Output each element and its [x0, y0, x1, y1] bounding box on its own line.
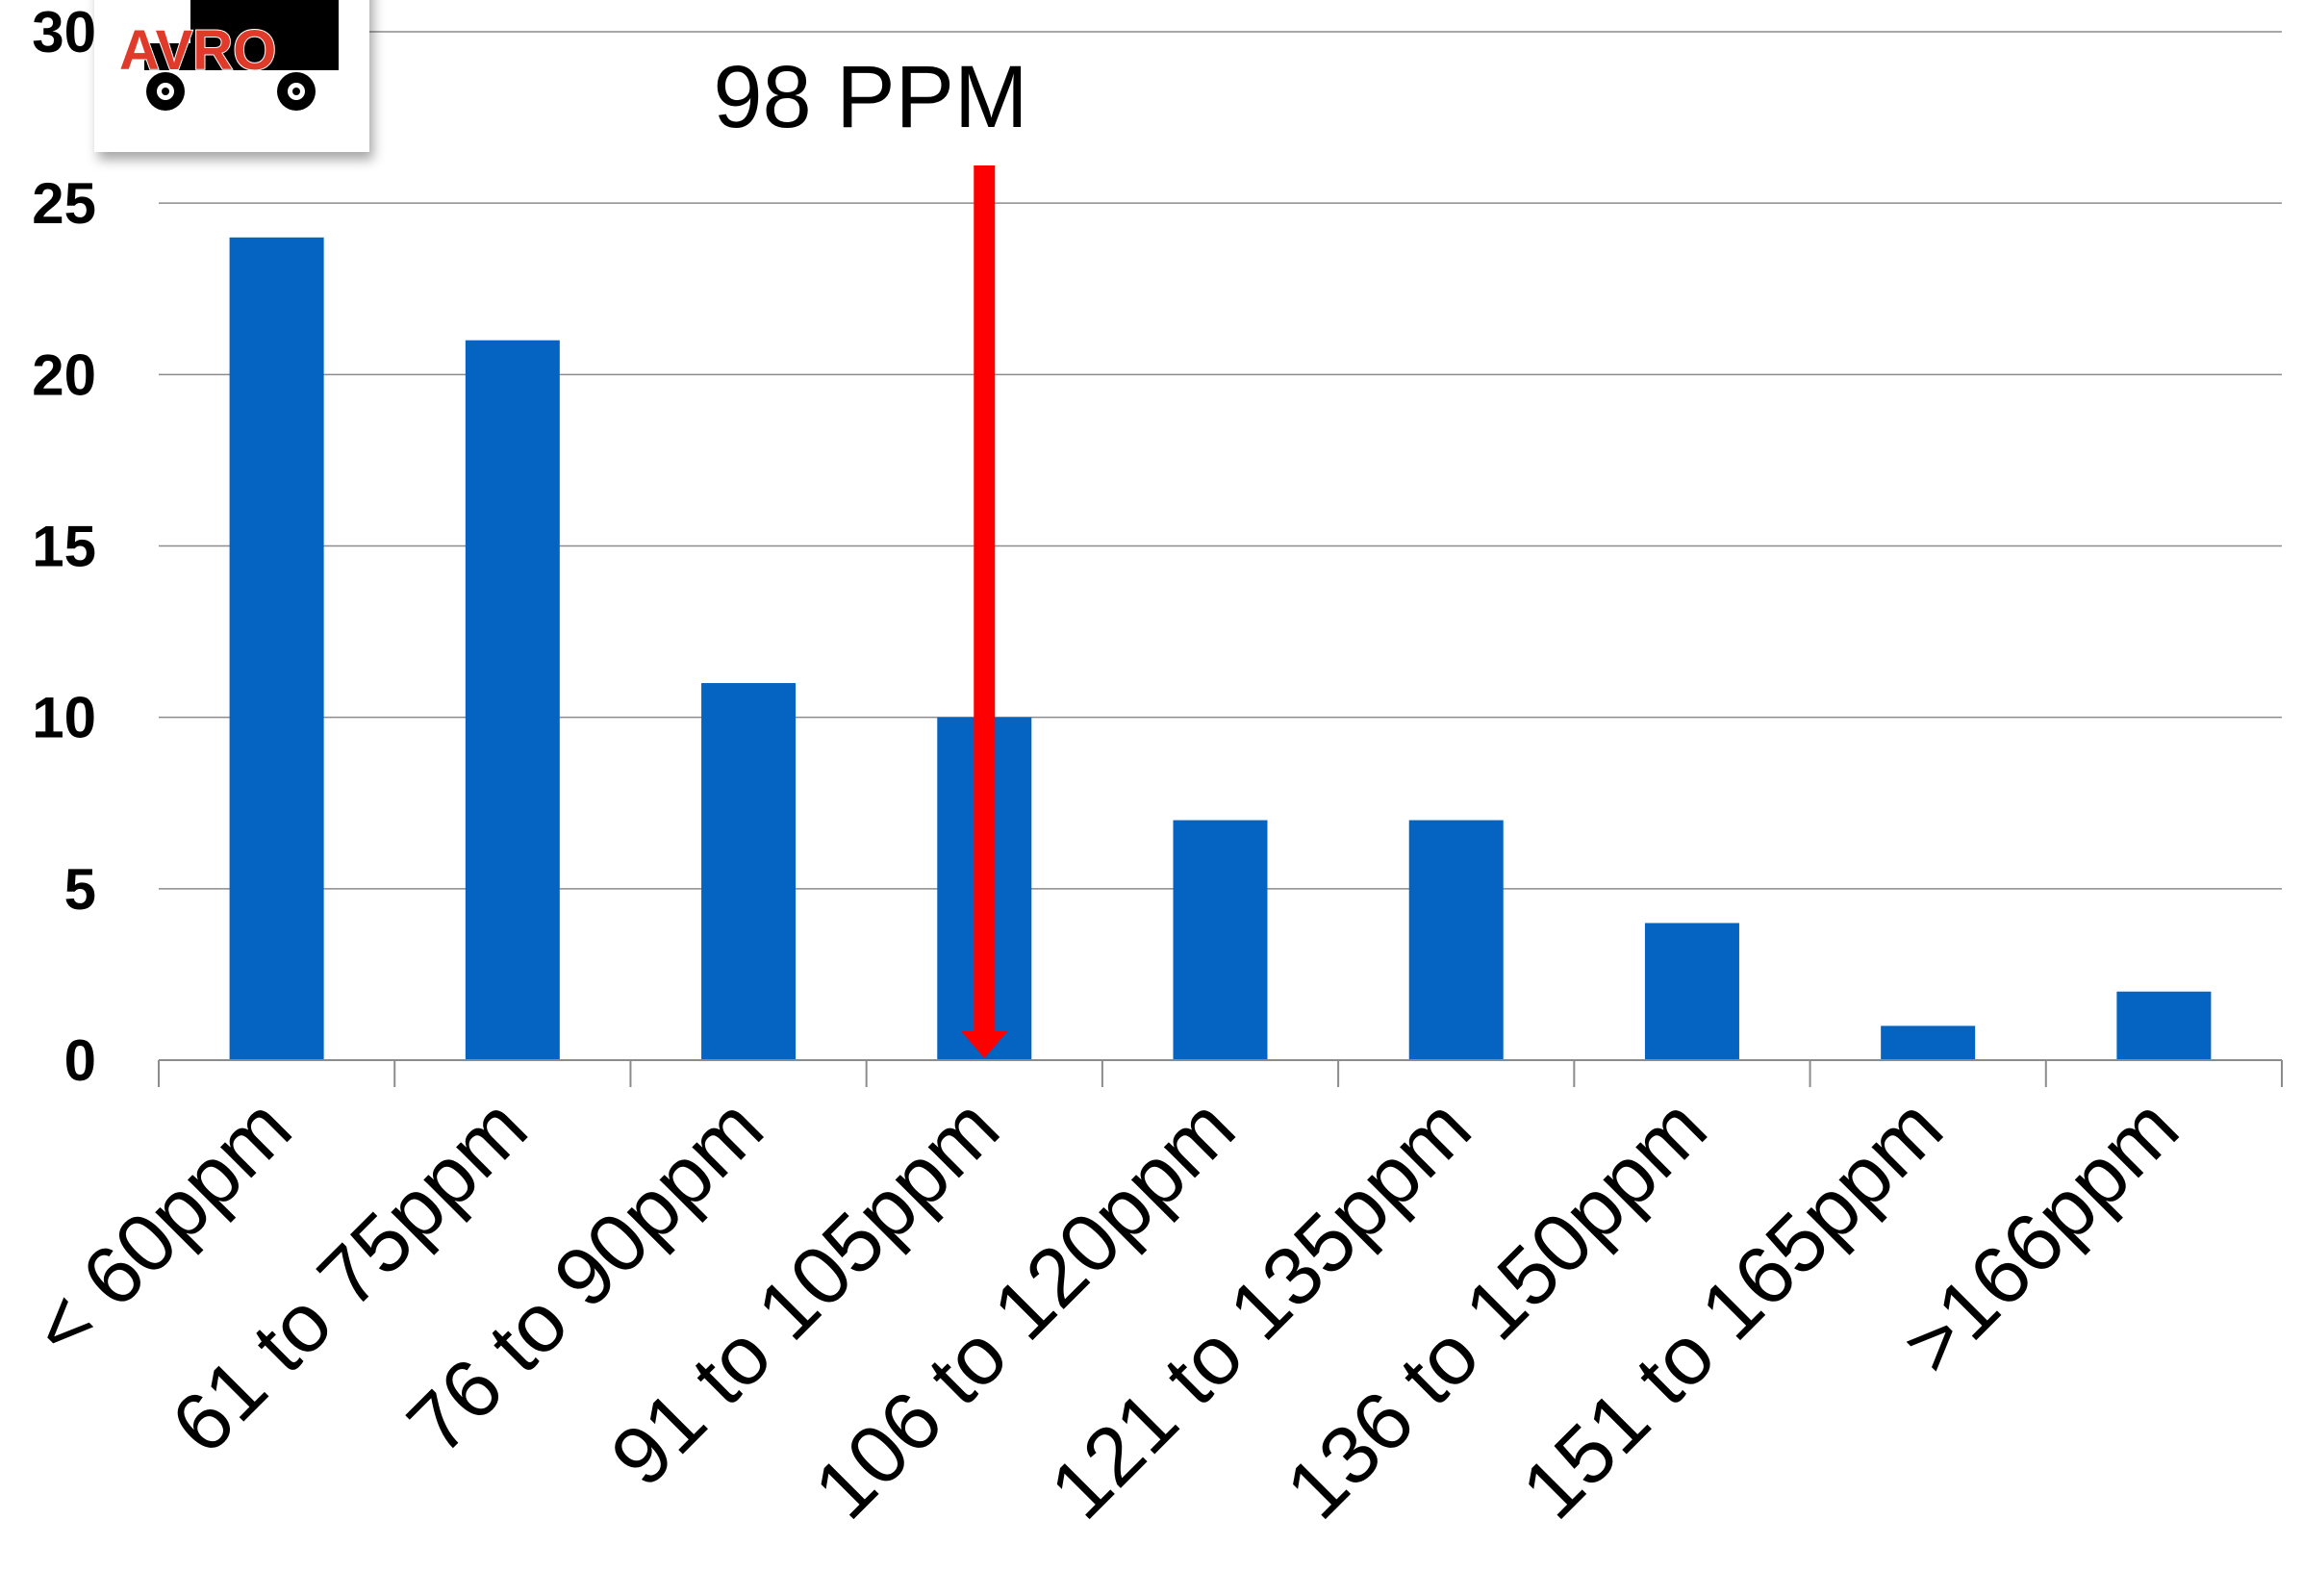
annotation-label: 98 PPM — [713, 48, 1027, 146]
truck-icon — [144, 0, 339, 111]
x-tick-label: 121 to 135ppm — [1033, 1081, 1489, 1537]
bar — [1173, 820, 1268, 1060]
y-tick-label: 5 — [64, 857, 96, 922]
y-tick-label: 20 — [32, 342, 96, 407]
bar — [229, 237, 324, 1061]
y-tick-label: 25 — [32, 171, 96, 236]
x-tick-label: 151 to 165ppm — [1505, 1081, 1961, 1537]
logo-text: AVRO — [119, 19, 276, 82]
annotation: 98 PPM — [713, 48, 1028, 1058]
bar — [465, 340, 560, 1060]
x-tick-label: 136 to 150ppm — [1269, 1081, 1725, 1537]
x-tick-label: 106 to 120ppm — [797, 1081, 1253, 1537]
y-tick-label: 30 — [32, 0, 96, 64]
bars — [229, 237, 2212, 1061]
logo: AVRO — [94, 0, 369, 152]
annotation-arrow-shaft — [974, 165, 996, 1031]
bar — [1881, 1026, 1976, 1060]
y-tick-label: 0 — [64, 1028, 96, 1093]
y-axis-ticks: 0 5 10 15 20 25 30 — [32, 0, 96, 1093]
bar — [1408, 820, 1504, 1060]
bar — [701, 683, 797, 1060]
y-tick-label: 10 — [32, 686, 96, 750]
bar — [2116, 991, 2212, 1060]
annotation-arrow-head — [961, 1031, 1008, 1058]
bar — [1644, 923, 1739, 1060]
x-axis — [158, 1059, 2283, 1087]
y-tick-label: 15 — [32, 515, 96, 579]
